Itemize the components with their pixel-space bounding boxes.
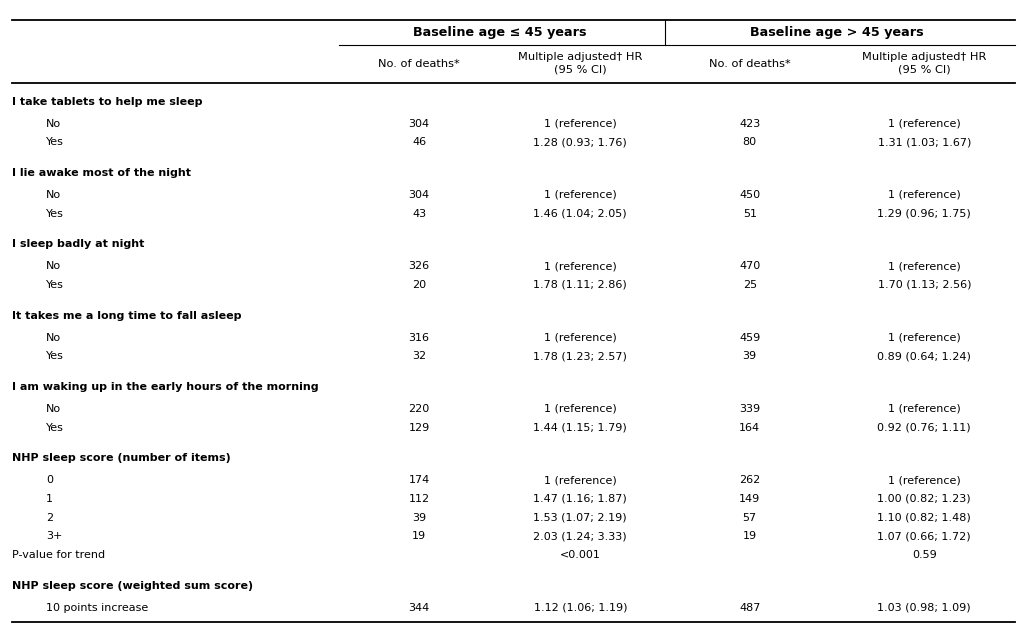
Text: 39: 39 <box>412 513 426 523</box>
Text: 220: 220 <box>409 404 429 414</box>
Text: 1 (reference): 1 (reference) <box>544 333 616 343</box>
Text: 1 (reference): 1 (reference) <box>888 404 960 414</box>
Text: 344: 344 <box>409 602 429 612</box>
Text: 1.28 (0.93; 1.76): 1.28 (0.93; 1.76) <box>533 137 627 147</box>
Text: 51: 51 <box>743 209 757 219</box>
Text: 1 (reference): 1 (reference) <box>888 190 960 200</box>
Text: No. of deaths*: No. of deaths* <box>709 59 791 69</box>
Text: 46: 46 <box>412 137 426 147</box>
Text: 316: 316 <box>409 333 429 343</box>
Text: 0.92 (0.76; 1.11): 0.92 (0.76; 1.11) <box>877 422 972 432</box>
Text: No: No <box>46 190 62 200</box>
Text: 149: 149 <box>739 494 760 504</box>
Text: <0.001: <0.001 <box>560 550 601 560</box>
Text: Baseline age > 45 years: Baseline age > 45 years <box>750 26 924 39</box>
Text: 0.59: 0.59 <box>912 550 937 560</box>
Text: P-value for trend: P-value for trend <box>12 550 106 560</box>
Text: 304: 304 <box>409 190 429 200</box>
Text: 25: 25 <box>743 280 757 290</box>
Text: 304: 304 <box>409 118 429 128</box>
Text: 1.46 (1.04; 2.05): 1.46 (1.04; 2.05) <box>533 209 627 219</box>
Text: NHP sleep score (weighted sum score): NHP sleep score (weighted sum score) <box>12 581 254 591</box>
Text: 1.47 (1.16; 1.87): 1.47 (1.16; 1.87) <box>533 494 627 504</box>
Text: 459: 459 <box>739 333 760 343</box>
Text: 174: 174 <box>409 475 429 485</box>
Text: 423: 423 <box>739 118 760 128</box>
Text: 487: 487 <box>739 602 760 612</box>
Text: 129: 129 <box>409 422 429 432</box>
Text: 1 (reference): 1 (reference) <box>544 118 616 128</box>
Text: 1 (reference): 1 (reference) <box>544 190 616 200</box>
Text: 2: 2 <box>46 513 53 523</box>
Text: 1.12 (1.06; 1.19): 1.12 (1.06; 1.19) <box>533 602 627 612</box>
Text: 1.00 (0.82; 1.23): 1.00 (0.82; 1.23) <box>877 494 972 504</box>
Text: 1.31 (1.03; 1.67): 1.31 (1.03; 1.67) <box>878 137 971 147</box>
Text: 2.03 (1.24; 3.33): 2.03 (1.24; 3.33) <box>533 531 627 541</box>
Text: Yes: Yes <box>46 422 64 432</box>
Text: 470: 470 <box>739 261 760 271</box>
Text: I am waking up in the early hours of the morning: I am waking up in the early hours of the… <box>12 382 319 392</box>
Text: 1: 1 <box>46 494 53 504</box>
Text: 450: 450 <box>739 190 760 200</box>
Text: Yes: Yes <box>46 137 64 147</box>
Text: No: No <box>46 404 62 414</box>
Text: I sleep badly at night: I sleep badly at night <box>12 239 145 249</box>
Text: 326: 326 <box>409 261 429 271</box>
Text: 57: 57 <box>743 513 757 523</box>
Text: 1 (reference): 1 (reference) <box>888 475 960 485</box>
Text: 1.78 (1.23; 2.57): 1.78 (1.23; 2.57) <box>533 351 627 361</box>
Text: 1.78 (1.11; 2.86): 1.78 (1.11; 2.86) <box>533 280 627 290</box>
Text: Yes: Yes <box>46 351 64 361</box>
Text: 1 (reference): 1 (reference) <box>888 261 960 271</box>
Text: 112: 112 <box>409 494 429 504</box>
Text: 1.70 (1.13; 2.56): 1.70 (1.13; 2.56) <box>877 280 972 290</box>
Text: 1 (reference): 1 (reference) <box>544 404 616 414</box>
Text: 3+: 3+ <box>46 531 63 541</box>
Text: No: No <box>46 118 62 128</box>
Text: I lie awake most of the night: I lie awake most of the night <box>12 168 191 178</box>
Text: 1.44 (1.15; 1.79): 1.44 (1.15; 1.79) <box>533 422 627 432</box>
Text: 164: 164 <box>739 422 760 432</box>
Text: I take tablets to help me sleep: I take tablets to help me sleep <box>12 97 202 107</box>
Text: 43: 43 <box>412 209 426 219</box>
Text: 1 (reference): 1 (reference) <box>544 261 616 271</box>
Text: 0.89 (0.64; 1.24): 0.89 (0.64; 1.24) <box>877 351 972 361</box>
Text: 1.29 (0.96; 1.75): 1.29 (0.96; 1.75) <box>877 209 972 219</box>
Text: Multiple adjusted† HR
(95 % CI): Multiple adjusted† HR (95 % CI) <box>518 52 643 75</box>
Text: No. of deaths*: No. of deaths* <box>378 59 460 69</box>
Text: 0: 0 <box>46 475 53 485</box>
Text: Multiple adjusted† HR
(95 % CI): Multiple adjusted† HR (95 % CI) <box>862 52 987 75</box>
Text: No: No <box>46 333 62 343</box>
Text: Yes: Yes <box>46 280 64 290</box>
Text: 339: 339 <box>739 404 760 414</box>
Text: 1 (reference): 1 (reference) <box>544 475 616 485</box>
Text: 39: 39 <box>743 351 757 361</box>
Text: 19: 19 <box>412 531 426 541</box>
Text: 262: 262 <box>739 475 760 485</box>
Text: 1.03 (0.98; 1.09): 1.03 (0.98; 1.09) <box>877 602 972 612</box>
Text: 1.10 (0.82; 1.48): 1.10 (0.82; 1.48) <box>877 513 972 523</box>
Text: 1.07 (0.66; 1.72): 1.07 (0.66; 1.72) <box>877 531 972 541</box>
Text: 32: 32 <box>412 351 426 361</box>
Text: It takes me a long time to fall asleep: It takes me a long time to fall asleep <box>12 310 241 321</box>
Text: 19: 19 <box>743 531 757 541</box>
Text: 20: 20 <box>412 280 426 290</box>
Text: Baseline age ≤ 45 years: Baseline age ≤ 45 years <box>414 26 586 39</box>
Text: 80: 80 <box>743 137 757 147</box>
Text: NHP sleep score (number of items): NHP sleep score (number of items) <box>12 453 231 464</box>
Text: 1.53 (1.07; 2.19): 1.53 (1.07; 2.19) <box>533 513 627 523</box>
Text: 10 points increase: 10 points increase <box>46 602 149 612</box>
Text: No: No <box>46 261 62 271</box>
Text: 1 (reference): 1 (reference) <box>888 118 960 128</box>
Text: 1 (reference): 1 (reference) <box>888 333 960 343</box>
Text: Yes: Yes <box>46 209 64 219</box>
